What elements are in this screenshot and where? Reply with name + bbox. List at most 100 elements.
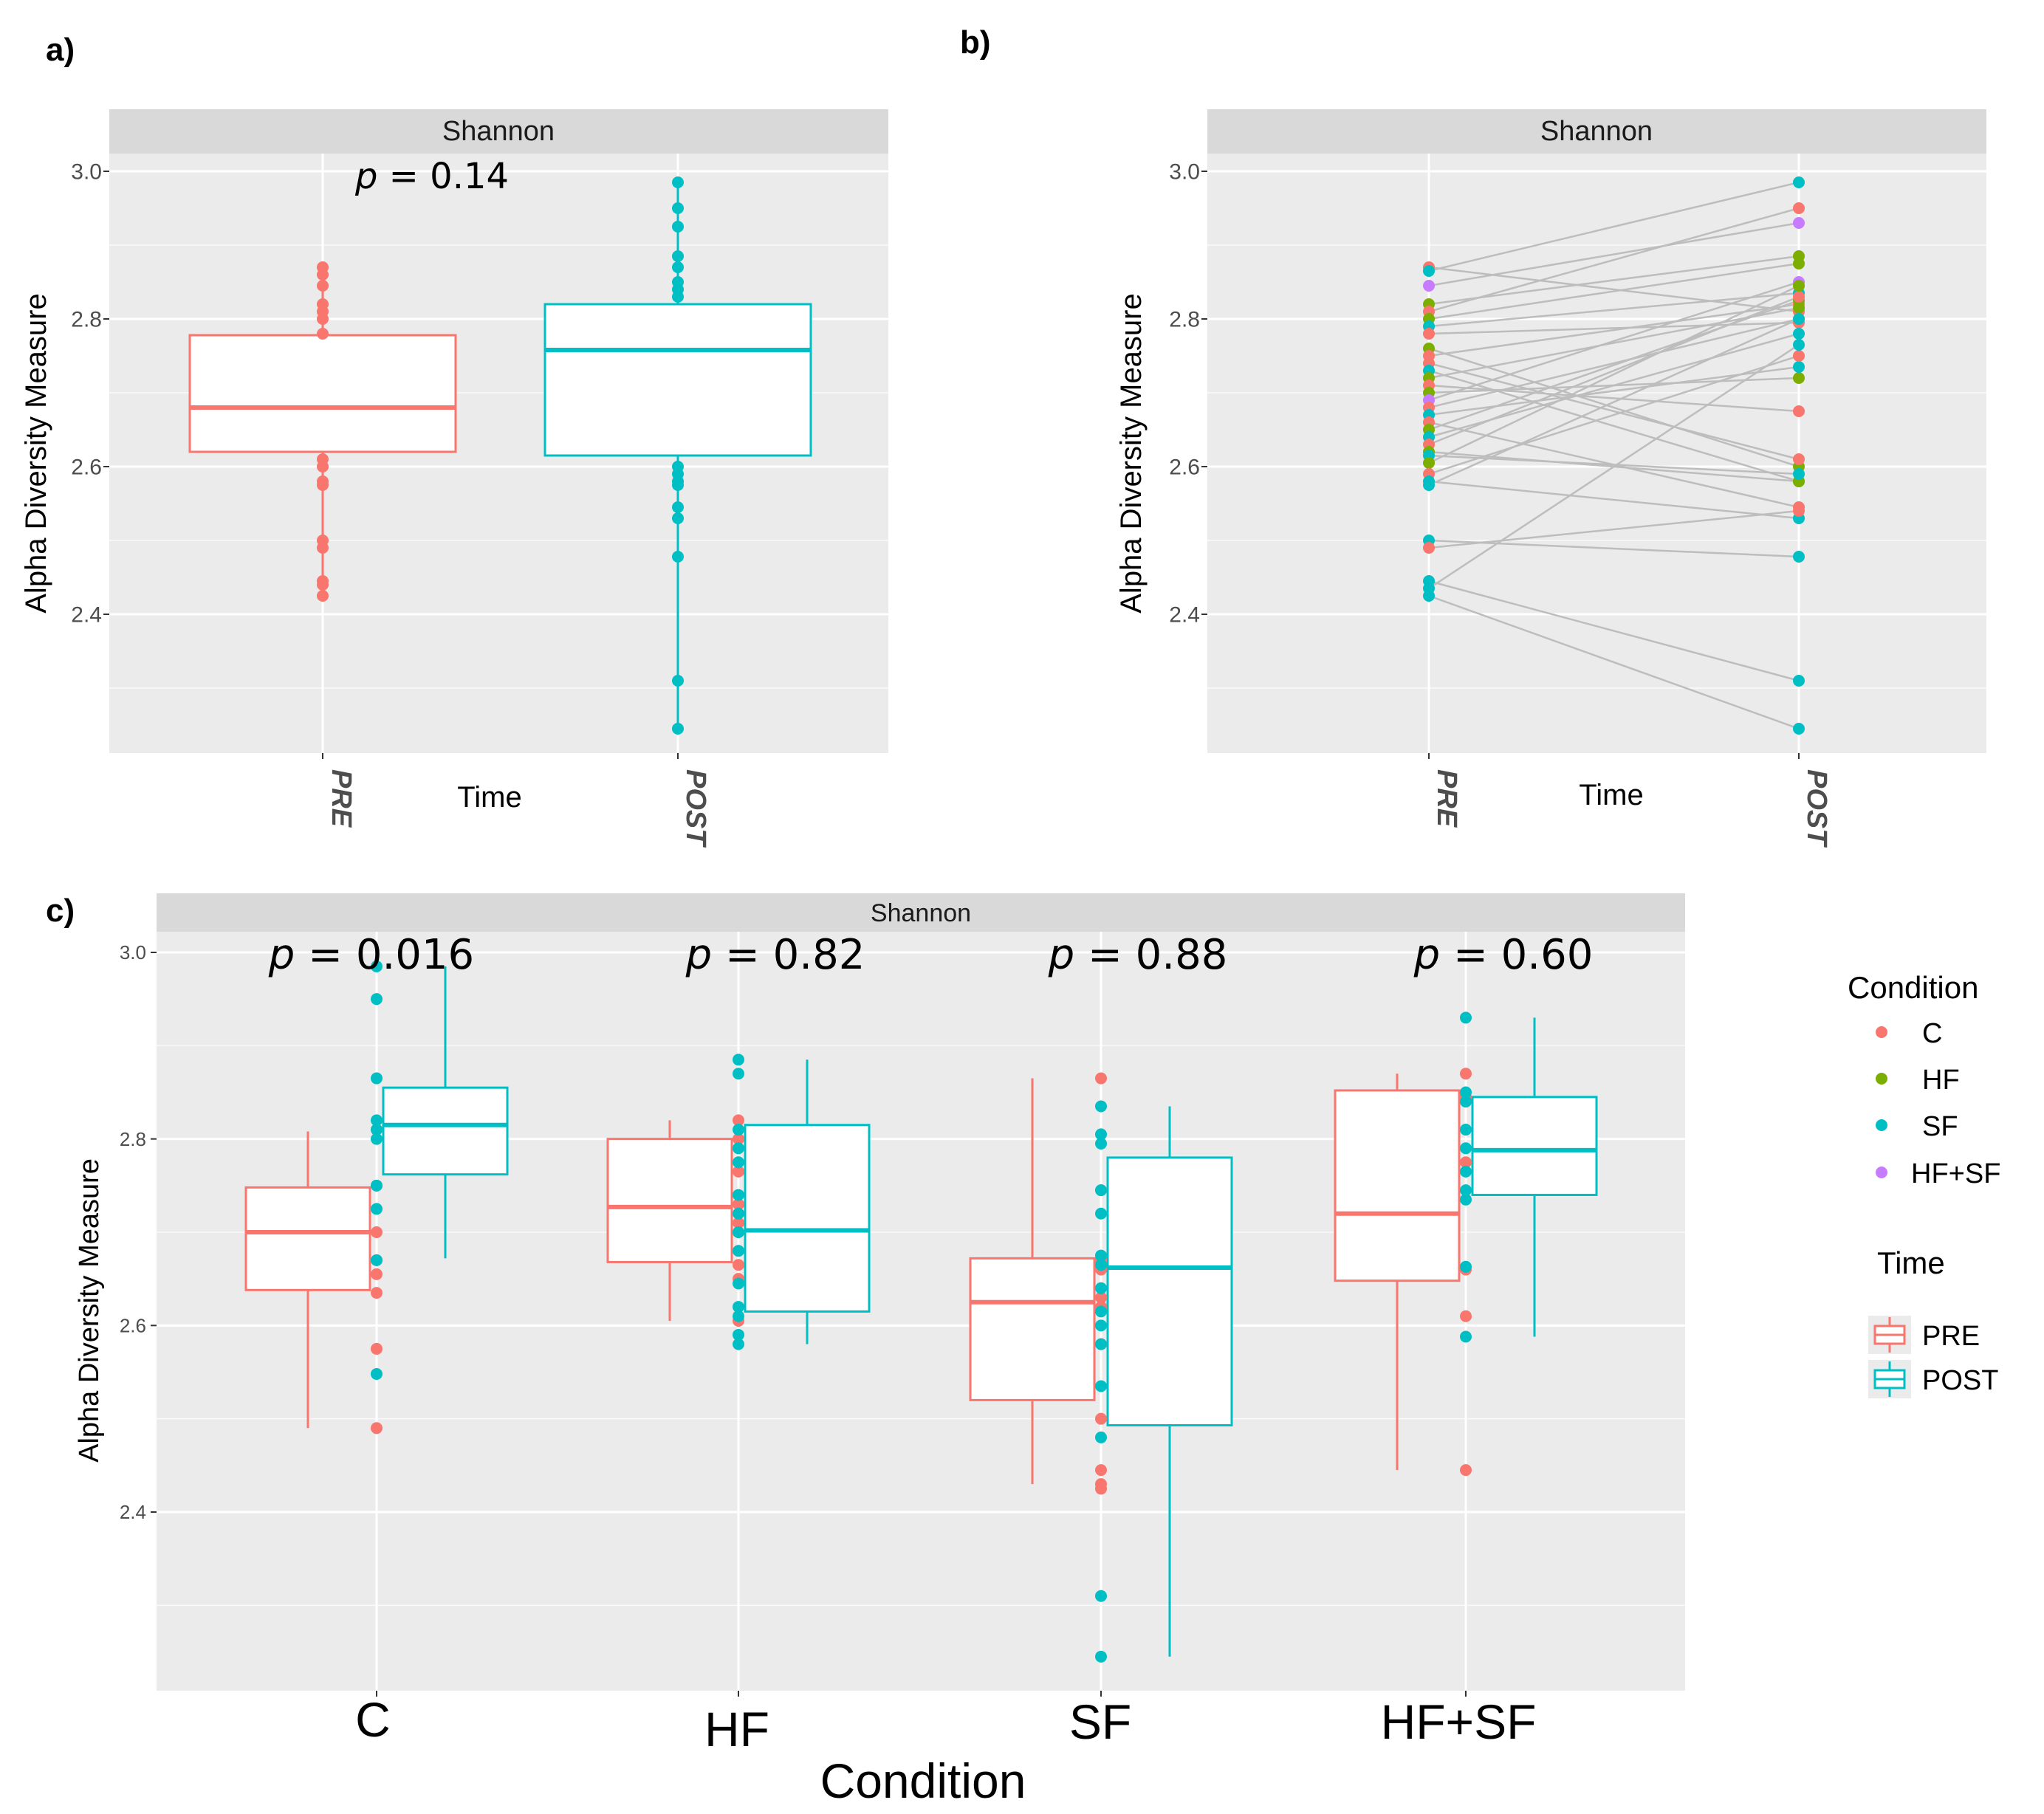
panel-c-HF-post-point-0: [733, 1054, 744, 1066]
panel-c-HF-pre-point-4: [733, 1217, 744, 1229]
panel-b-y-tick-label-0: 2.4: [1169, 603, 1200, 628]
legend-label-HFSF: HF+SF: [1911, 1158, 2000, 1189]
panel-b-pair-line-15: [1428, 281, 1800, 402]
panel-c-HF-post-point-5: [733, 1189, 744, 1201]
panel-c: c) Shannon 2.4 2.6 2.8 3.0 p = 0.016 p = 0.…: [46, 893, 1685, 1808]
panel-c-y-tick-label-2: 2.8: [120, 1128, 146, 1150]
panel-c-C-post-point-0: [371, 960, 383, 972]
panel-c-strip-label: Shannon: [871, 899, 971, 927]
panel-c-SF-post-point-1: [1095, 1128, 1107, 1141]
panel-b-post-point-17: [1793, 361, 1805, 373]
panel-c-x-label-HFSF: HF+SF: [1381, 1694, 1537, 1749]
panel-c-SF-post-point-4: [1095, 1207, 1107, 1220]
panel-c-HFSF-pre-point-2: [1460, 1156, 1472, 1169]
legend-dot-HF: [1876, 1073, 1887, 1085]
panel-c-HF-post-point-8: [733, 1245, 744, 1257]
panel-a-post-point-1: [672, 202, 684, 214]
panel-a-pre-point-6: [317, 328, 329, 340]
panel-c-SF-post-point-9: [1095, 1319, 1107, 1332]
panel-b-x-title: Time: [1579, 779, 1643, 811]
panel-a-post-point-12: [672, 501, 684, 513]
panel-c-HFSF-post-point-3: [1460, 1124, 1472, 1136]
legend-dot-SF: [1876, 1119, 1887, 1131]
panel-b-pair-line-12: [1428, 306, 1800, 379]
panel-a-strip: [109, 109, 888, 154]
legend-key-post: [1868, 1360, 1911, 1398]
panel-c-SF-post-point-2: [1095, 1137, 1107, 1150]
panel-c-p-symbol-SF: p: [1048, 931, 1075, 979]
panel-a-post-box: [543, 303, 812, 457]
panel-c-SF-post-point-10: [1095, 1338, 1107, 1350]
panel-b-pre-point-32: [1423, 590, 1435, 602]
panel-c-C-post-point-8: [371, 1254, 383, 1266]
panel-a-post-point-11: [672, 479, 684, 491]
panel-b-label: b): [960, 24, 991, 61]
panel-c-C-post-point-6: [371, 1179, 383, 1192]
panel-c-HFSF-pre-point-0: [1460, 1068, 1472, 1080]
panel-b-pre-point-24: [1423, 457, 1435, 469]
legend-condition-title: Condition: [1848, 970, 1978, 1005]
panel-a-y-ticks: 2.4 2.6 2.8 3.0: [71, 160, 679, 759]
legend-label-post: POST: [1922, 1365, 1998, 1396]
panel-a-strip-label: Shannon: [442, 116, 555, 147]
panel-c-C-pre-point-2: [371, 1226, 383, 1238]
panel-c-p-value-HFSF: p = 0.60: [1413, 931, 1594, 979]
panel-a-post-point-7: [672, 291, 684, 303]
legend-label-HF: HF: [1922, 1065, 1960, 1096]
panel-b-pair-line-27: [1428, 317, 1800, 487]
panel-b-post-point-30: [1793, 675, 1805, 687]
panel-b-pair-line-31: [1428, 343, 1800, 590]
panel-a-y-tick-label-0: 2.4: [71, 603, 102, 628]
panel-c-C-post-point-1: [371, 993, 383, 1006]
panel-c-SF-post-point-5: [1095, 1249, 1107, 1262]
panel-c-SF-post-point-3: [1095, 1184, 1107, 1197]
panel-c-SF-pre-point-10: [1095, 1483, 1107, 1495]
panel-c-x-title: Condition: [820, 1753, 1026, 1808]
panel-c-HF-post-point-3: [733, 1142, 744, 1155]
panel-b-paired-lines: [1428, 181, 1800, 730]
panel-c-HF-post-point-9: [733, 1277, 744, 1290]
panel-a-post-point-2: [672, 221, 684, 233]
panel-c-HF-post-point-10: [733, 1301, 744, 1313]
panel-a-y-tick-label-2: 2.8: [71, 308, 102, 332]
panel-c-HF-post-point-13: [733, 1338, 744, 1350]
panel-c-label: c): [46, 893, 75, 929]
panel-c-x-label-C: C: [355, 1692, 391, 1747]
panel-b-x-label-post: POST: [1801, 769, 1832, 848]
panel-a-post-point-14: [672, 551, 684, 563]
panel-c-HF-post-box: [744, 1124, 871, 1313]
panel-c-HF-pre-point-1: [733, 1133, 744, 1145]
panel-a-pre-box: [188, 334, 457, 453]
legend-label-pre: PRE: [1922, 1321, 1980, 1352]
panel-b-post-point-1: [1793, 176, 1805, 188]
panel-a-x-title: Time: [457, 781, 521, 814]
panel-c-HF-post-point-7: [733, 1226, 744, 1238]
panel-c-SF-pre-point-0: [1095, 1072, 1107, 1085]
panel-c-HFSF-post-point-2: [1460, 1096, 1472, 1108]
panel-c-p-symbol-C: p: [268, 931, 295, 979]
panel-b-pair-line-28: [1428, 539, 1800, 558]
panel-a-label: a): [46, 32, 75, 68]
panel-a-pre-point-12: [317, 542, 329, 554]
panel-a-post-point-15: [672, 675, 684, 687]
panel-c-HF-post-point-6: [733, 1207, 744, 1220]
panel-b-post-point-4: [1793, 202, 1805, 214]
panel-b-y-tick-label-2: 2.8: [1169, 308, 1200, 332]
panel-c-SF-post-point-11: [1095, 1380, 1107, 1392]
panel-a-post-point-4: [672, 261, 684, 273]
panel-a-y-tick-label-1: 2.6: [71, 456, 102, 480]
panel-c-plot-area: [157, 932, 1685, 1691]
panel-b-pair-line-32: [1428, 594, 1800, 730]
panel-c-HF-post-point-2: [733, 1124, 744, 1136]
panel-a-post-point-13: [672, 512, 684, 524]
panel-a-x-label-pre: PRE: [326, 769, 357, 828]
panel-b-pair-line-23: [1428, 454, 1800, 475]
panel-c-C-pre-point-5: [371, 1287, 383, 1299]
panel-a-marks: [188, 176, 812, 735]
panel-c-p-symbol-HF: p: [685, 931, 713, 979]
panel-a-x-label-post: POST: [680, 769, 711, 848]
panel-b-pair-line-5: [1428, 262, 1800, 320]
panel-c-marks: [244, 960, 1598, 1663]
panel-c-SF-post-point-6: [1095, 1259, 1107, 1271]
panel-b-pre-point-1: [1423, 265, 1435, 277]
